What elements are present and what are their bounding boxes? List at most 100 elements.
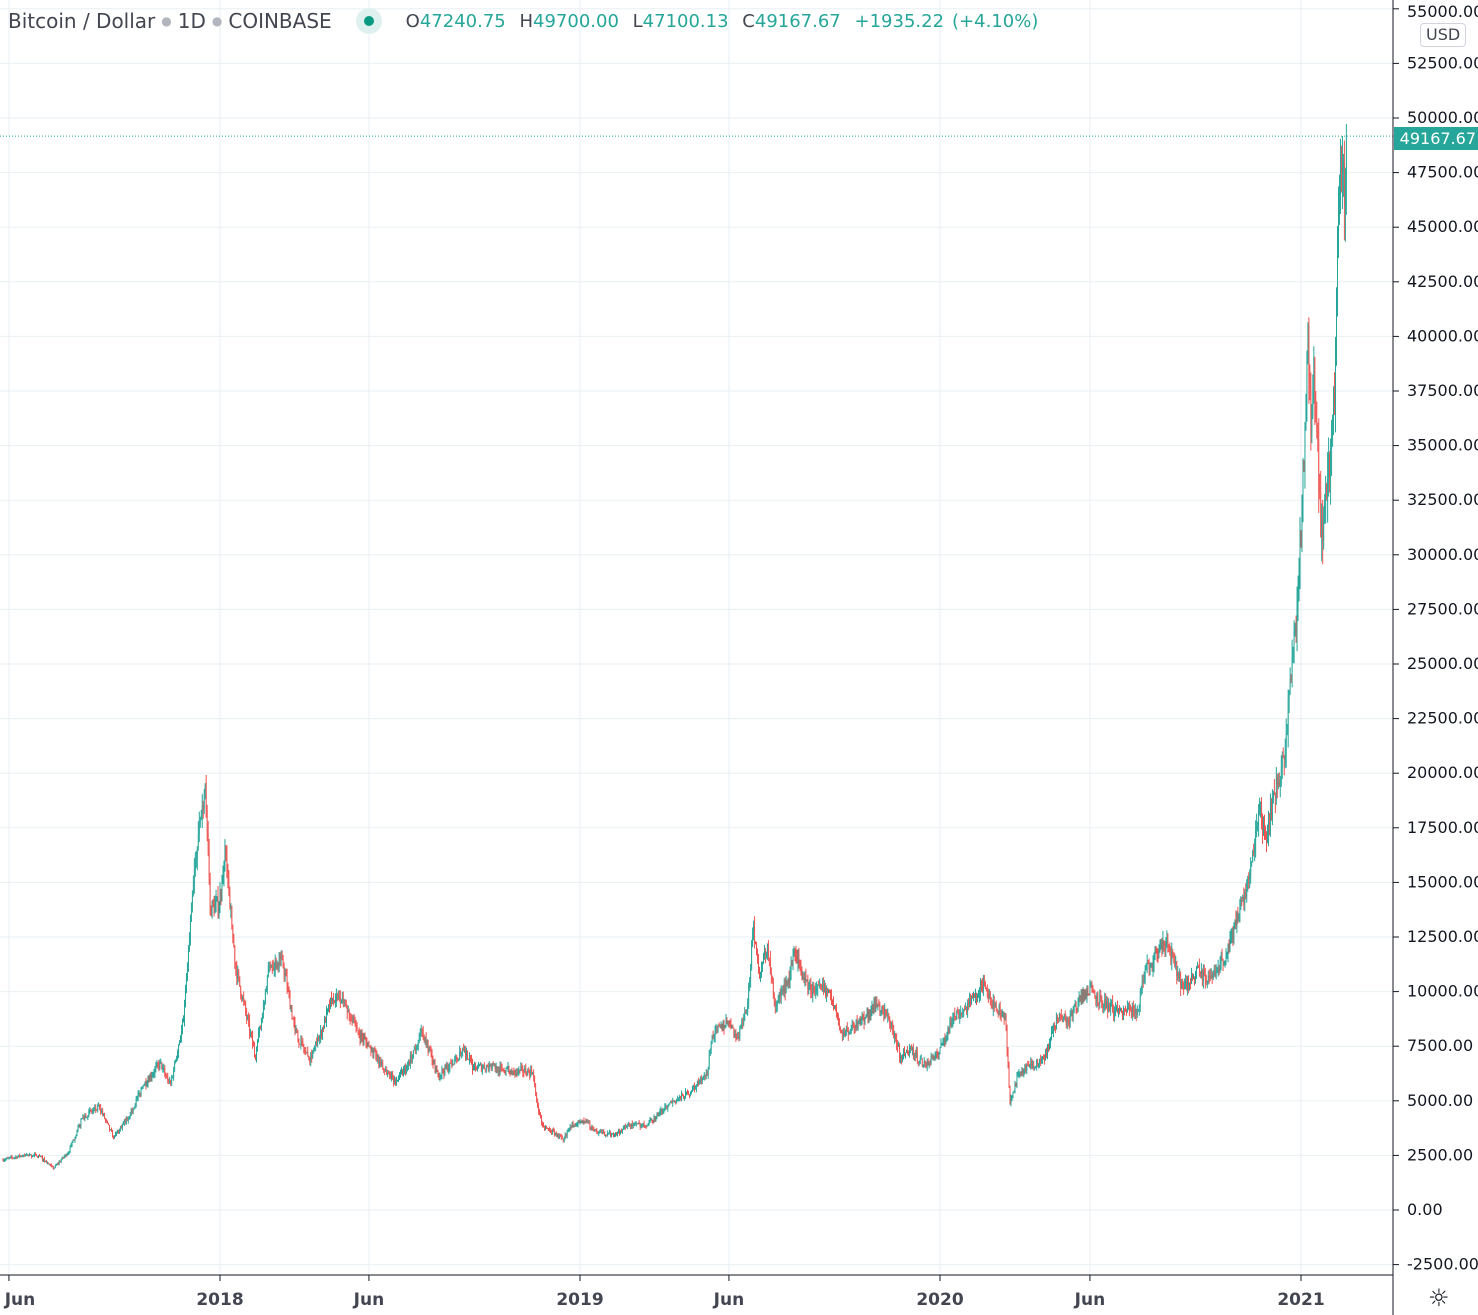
candle-body xyxy=(1321,519,1323,538)
candle-body xyxy=(976,993,977,1001)
candle-body xyxy=(637,1122,639,1124)
candle-body xyxy=(1294,628,1296,633)
candle-body xyxy=(481,1067,483,1072)
candle-body xyxy=(610,1132,611,1137)
candle-body xyxy=(909,1048,910,1054)
candle-body xyxy=(684,1098,685,1100)
candle-body xyxy=(541,1117,542,1123)
candle-body xyxy=(1308,325,1310,383)
candle-body xyxy=(1236,911,1238,927)
candle-body xyxy=(334,1000,336,1003)
gear-icon[interactable]: ☼ xyxy=(1428,1284,1450,1312)
candle-body xyxy=(1104,999,1106,1005)
candle-body xyxy=(1289,678,1291,691)
candle-body xyxy=(142,1085,144,1089)
candle-body xyxy=(311,1054,313,1058)
candle-body xyxy=(1275,776,1277,799)
candle-body xyxy=(685,1092,686,1099)
candle-body xyxy=(118,1131,119,1134)
candle-body xyxy=(816,988,818,991)
candle-body xyxy=(595,1129,597,1131)
candle-body xyxy=(756,944,757,954)
candle-body xyxy=(674,1100,676,1102)
market-status-icon[interactable] xyxy=(355,8,382,34)
candle-body xyxy=(961,1012,963,1014)
candle-body xyxy=(1183,987,1185,989)
candle-body xyxy=(1107,1002,1109,1012)
candle-body xyxy=(96,1109,98,1111)
candle-body xyxy=(324,1018,325,1028)
candle-body xyxy=(338,995,340,997)
candle-body xyxy=(538,1106,539,1112)
candle-body xyxy=(981,982,982,986)
candle-body xyxy=(995,1004,997,1009)
candle-body xyxy=(184,1005,185,1020)
candle-body xyxy=(1123,1008,1124,1017)
candle-body xyxy=(457,1059,459,1061)
candle-body xyxy=(1196,968,1197,972)
candle-body xyxy=(1237,911,1239,921)
candle-body xyxy=(846,1028,848,1030)
candle-body xyxy=(298,1041,300,1044)
candle-body xyxy=(329,1005,330,1009)
candle-body xyxy=(9,1157,11,1159)
candle-body xyxy=(1166,937,1168,942)
candle-body xyxy=(269,965,271,969)
candle-body xyxy=(186,973,187,993)
candle-body xyxy=(84,1114,86,1118)
candle-body xyxy=(1011,1096,1013,1099)
candle-body xyxy=(342,998,344,1003)
candle-body xyxy=(2,1159,4,1162)
candle-body xyxy=(218,904,220,914)
candle-body xyxy=(580,1120,582,1122)
candle-body xyxy=(663,1108,665,1111)
candle-body xyxy=(644,1126,646,1128)
candle-body xyxy=(867,1011,869,1019)
candle-body xyxy=(278,953,280,968)
candle-body xyxy=(320,1030,322,1038)
candle-body xyxy=(857,1022,859,1028)
candle-body xyxy=(964,1009,966,1011)
candle-body xyxy=(100,1107,102,1112)
candle-body xyxy=(335,995,337,1001)
candle-body xyxy=(574,1124,576,1126)
candle-body xyxy=(928,1061,930,1066)
candle-body xyxy=(1105,999,1107,1009)
candle-body xyxy=(628,1124,630,1126)
candle-body xyxy=(356,1026,358,1031)
candle-body xyxy=(1260,801,1261,804)
candle-body xyxy=(370,1048,372,1053)
candle-body xyxy=(318,1037,320,1039)
candle-body xyxy=(1079,996,1081,1000)
x-tick-label: 2020 xyxy=(916,1290,963,1310)
candle-body xyxy=(836,1007,837,1015)
candle-body xyxy=(150,1075,152,1078)
candle-body xyxy=(1299,535,1301,578)
candle-body xyxy=(627,1124,629,1126)
candle-body xyxy=(75,1134,77,1139)
candle-body xyxy=(1167,937,1169,947)
candle-body xyxy=(190,905,192,922)
currency-button[interactable]: USD xyxy=(1420,23,1467,47)
candle-body xyxy=(553,1130,555,1135)
candle-body xyxy=(344,999,346,1001)
candle-body xyxy=(144,1081,146,1086)
candle-body xyxy=(673,1100,675,1102)
candle-body xyxy=(841,1032,843,1036)
candle-body xyxy=(1177,972,1179,977)
candle-body xyxy=(503,1070,505,1072)
symbol-name[interactable]: Bitcoin / Dollar xyxy=(8,9,156,33)
candle-body xyxy=(542,1122,543,1125)
candle-body xyxy=(702,1076,704,1078)
candle-body xyxy=(83,1116,85,1118)
candle-body xyxy=(950,1021,952,1027)
candle-body xyxy=(101,1110,103,1112)
candle-body xyxy=(903,1050,904,1059)
candle-body xyxy=(212,901,214,905)
candle-body xyxy=(886,1015,888,1017)
candle-body xyxy=(79,1124,81,1126)
candle-body xyxy=(1015,1084,1017,1086)
candle-body xyxy=(255,1054,256,1058)
